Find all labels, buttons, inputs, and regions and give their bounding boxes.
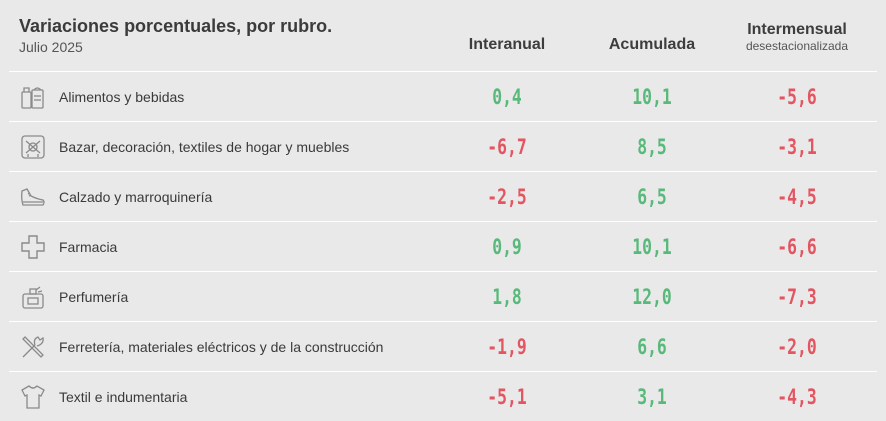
table-row: Perfumería 1,8 12,0 -7,3 (9, 271, 877, 321)
shirt-icon (17, 381, 49, 413)
page-title: Variaciones porcentuales, por rubro. (19, 16, 333, 36)
table-panel: Variaciones porcentuales, por rubro. Jul… (9, 6, 877, 409)
table-row: Textil e indumentaria -5,1 3,1 -4,3 (9, 371, 877, 421)
value-acumulada: 12,0 (632, 284, 672, 309)
column-header-interanual: Interanual (468, 36, 546, 53)
row-label: Textil e indumentaria (59, 388, 188, 405)
page-subtitle: Julio 2025 (19, 39, 83, 55)
value-interanual: 1,8 (492, 284, 522, 309)
table-row: Bazar, decoración, textiles de hogar y m… (9, 121, 877, 171)
row-label: Calzado y marroquinería (59, 188, 213, 205)
table-body: Alimentos y bebidas 0,4 10,1 -5,6 Bazar, dec… (9, 71, 877, 421)
row-label: Alimentos y bebidas (59, 88, 185, 105)
table-row: Calzado y marroquinería -2,5 6,5 -4,5 (9, 171, 877, 221)
row-label: Farmacia (59, 238, 118, 255)
perfume-icon (17, 281, 49, 313)
table-row: Alimentos y bebidas 0,4 10,1 -5,6 (9, 71, 877, 121)
value-interanual: -5,1 (487, 384, 527, 409)
value-interanual: 0,4 (492, 84, 522, 109)
value-acumulada: 6,5 (637, 184, 667, 209)
column-header-intermensual-main: Intermensual (747, 21, 847, 38)
row-label: Ferretería, materiales eléctricos y de l… (59, 338, 384, 355)
value-acumulada: 8,5 (637, 134, 667, 159)
value-intermensual: -4,5 (777, 184, 817, 209)
value-acumulada: 10,1 (632, 84, 672, 109)
column-header-acumulada: Acumulada (608, 36, 696, 53)
home-decor-icon (17, 131, 49, 163)
column-header-intermensual: Intermensual desestacionalizada (727, 21, 867, 53)
value-intermensual: -6,6 (777, 234, 817, 259)
value-interanual: -2,5 (487, 184, 527, 209)
pharmacy-cross-icon (17, 231, 49, 263)
value-intermensual: -2,0 (777, 334, 817, 359)
row-label: Bazar, decoración, textiles de hogar y m… (59, 138, 350, 155)
value-interanual: 0,9 (492, 234, 522, 259)
value-intermensual: -4,3 (777, 384, 817, 409)
value-interanual: -6,7 (487, 134, 527, 159)
value-intermensual: -5,6 (777, 84, 817, 109)
value-intermensual: -7,3 (777, 284, 817, 309)
food-bag-icon (17, 81, 49, 113)
column-header-intermensual-sub: desestacionalizada (745, 39, 849, 53)
value-intermensual: -3,1 (777, 134, 817, 159)
value-acumulada: 10,1 (632, 234, 672, 259)
shoe-icon (17, 181, 49, 213)
value-acumulada: 3,1 (637, 384, 667, 409)
table-row: Ferretería, materiales eléctricos y de l… (9, 321, 877, 371)
tools-icon (17, 331, 49, 363)
value-interanual: -1,9 (487, 334, 527, 359)
table-row: Farmacia 0,9 10,1 -6,6 (9, 221, 877, 271)
row-label: Perfumería (59, 288, 129, 305)
value-acumulada: 6,6 (637, 334, 667, 359)
